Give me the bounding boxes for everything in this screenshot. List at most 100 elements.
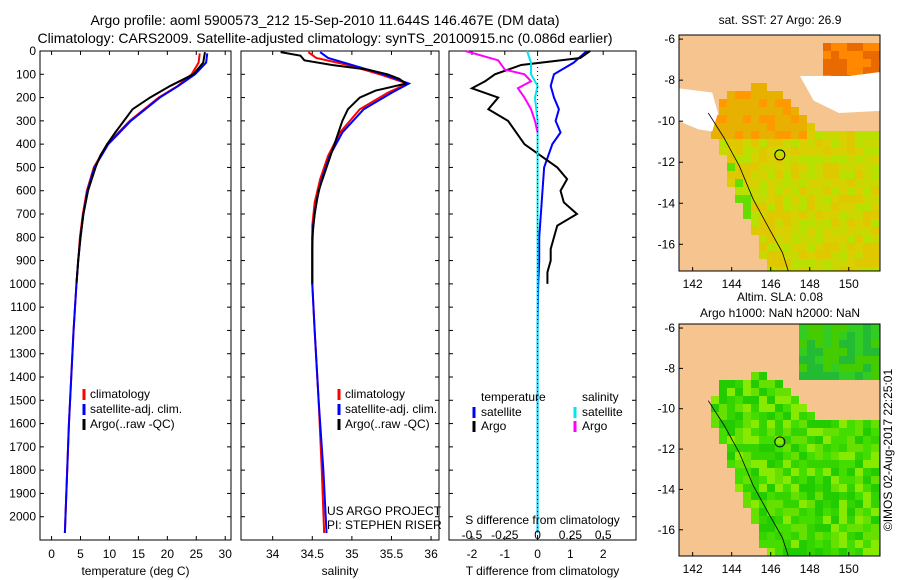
map-cell xyxy=(791,147,799,155)
map-cell xyxy=(855,364,863,372)
map-cell xyxy=(791,155,799,163)
map-cell xyxy=(807,516,815,524)
map-cell xyxy=(775,155,783,163)
map-cell xyxy=(775,436,783,444)
map-cell xyxy=(791,460,799,468)
map-cell xyxy=(799,428,807,436)
map-cell xyxy=(799,532,807,540)
map-cell xyxy=(791,163,799,171)
map-cell xyxy=(855,219,863,227)
map-cell xyxy=(807,243,815,251)
map-cell xyxy=(815,235,823,243)
map-cell xyxy=(775,428,783,436)
map-cell xyxy=(839,131,847,139)
map-cell xyxy=(855,356,863,364)
map-cell xyxy=(807,324,815,332)
map-1 xyxy=(678,34,881,272)
map-cell xyxy=(863,324,871,332)
map-cell xyxy=(855,251,863,259)
map-cell xyxy=(759,436,767,444)
map-cell xyxy=(847,131,855,139)
map-cell xyxy=(807,436,815,444)
map-cell xyxy=(863,243,871,251)
map-cell xyxy=(711,420,719,428)
map-cell xyxy=(767,131,775,139)
map-cell xyxy=(823,436,831,444)
map-cell xyxy=(831,131,839,139)
xtick-label: 2 xyxy=(600,547,607,561)
map-cell xyxy=(823,492,831,500)
map-cell xyxy=(767,428,775,436)
map-cell xyxy=(775,259,783,267)
map-cell xyxy=(791,508,799,516)
map-cell xyxy=(799,420,807,428)
map-cell xyxy=(839,364,847,372)
map-cell xyxy=(815,340,823,348)
map-cell xyxy=(711,412,719,420)
ytick-label: 1200 xyxy=(9,323,36,337)
map-cell xyxy=(759,420,767,428)
map-cell xyxy=(823,259,831,267)
legend-label: Argo xyxy=(582,419,608,433)
map-cell xyxy=(855,540,863,548)
map-cell xyxy=(719,99,727,107)
map-cell xyxy=(751,203,759,211)
map-cell xyxy=(807,251,815,259)
map-cell xyxy=(775,179,783,187)
map-cell xyxy=(839,195,847,203)
map-cell xyxy=(839,508,847,516)
map-cell xyxy=(783,99,791,107)
map-cell xyxy=(815,444,823,452)
map-cell xyxy=(759,380,767,388)
ytick-label: 200 xyxy=(16,91,36,105)
map-cell xyxy=(823,468,831,476)
map-cell xyxy=(799,203,807,211)
map-cell xyxy=(823,356,831,364)
map-cell xyxy=(863,251,871,259)
map-cell xyxy=(863,476,871,484)
map-cell xyxy=(815,203,823,211)
map-cell xyxy=(863,155,871,163)
ytick-label: 1300 xyxy=(9,347,36,361)
x2tick-label: -0.25 xyxy=(491,528,519,542)
map-cell xyxy=(799,500,807,508)
map-cell xyxy=(727,171,735,179)
map-cell xyxy=(839,324,847,332)
map-cell xyxy=(831,179,839,187)
map-cell xyxy=(823,460,831,468)
map-cell xyxy=(799,123,807,131)
map-cell xyxy=(783,115,791,123)
map-cell xyxy=(735,484,743,492)
map-cell xyxy=(871,155,879,163)
map-cell xyxy=(727,99,735,107)
map-cell xyxy=(847,187,855,195)
map-cell xyxy=(855,500,863,508)
map-cell xyxy=(823,195,831,203)
map-cell xyxy=(775,171,783,179)
map-cell xyxy=(783,428,791,436)
map-cell xyxy=(727,396,735,404)
map-cell xyxy=(823,147,831,155)
map-cell xyxy=(823,452,831,460)
map-cell xyxy=(719,404,727,412)
map-cell xyxy=(815,524,823,532)
map-cell xyxy=(855,59,863,67)
x2tick-label: 0.25 xyxy=(559,528,583,542)
map-cell xyxy=(751,139,759,147)
map-cell xyxy=(839,243,847,251)
map-cell xyxy=(871,532,879,540)
map-cell xyxy=(791,203,799,211)
map-ytick-label: -10 xyxy=(658,402,676,416)
legend-label: Argo xyxy=(481,419,507,433)
map-cell xyxy=(839,163,847,171)
map-cell xyxy=(863,484,871,492)
map-cell xyxy=(759,460,767,468)
map-cell xyxy=(743,380,751,388)
map-cell xyxy=(871,332,879,340)
map-cell xyxy=(839,203,847,211)
map-cell xyxy=(727,452,735,460)
map-cell xyxy=(791,540,799,548)
map-cell xyxy=(863,267,871,271)
imos-stamp: ©IMOS 02-Aug-2017 22:25:01 xyxy=(881,369,895,532)
